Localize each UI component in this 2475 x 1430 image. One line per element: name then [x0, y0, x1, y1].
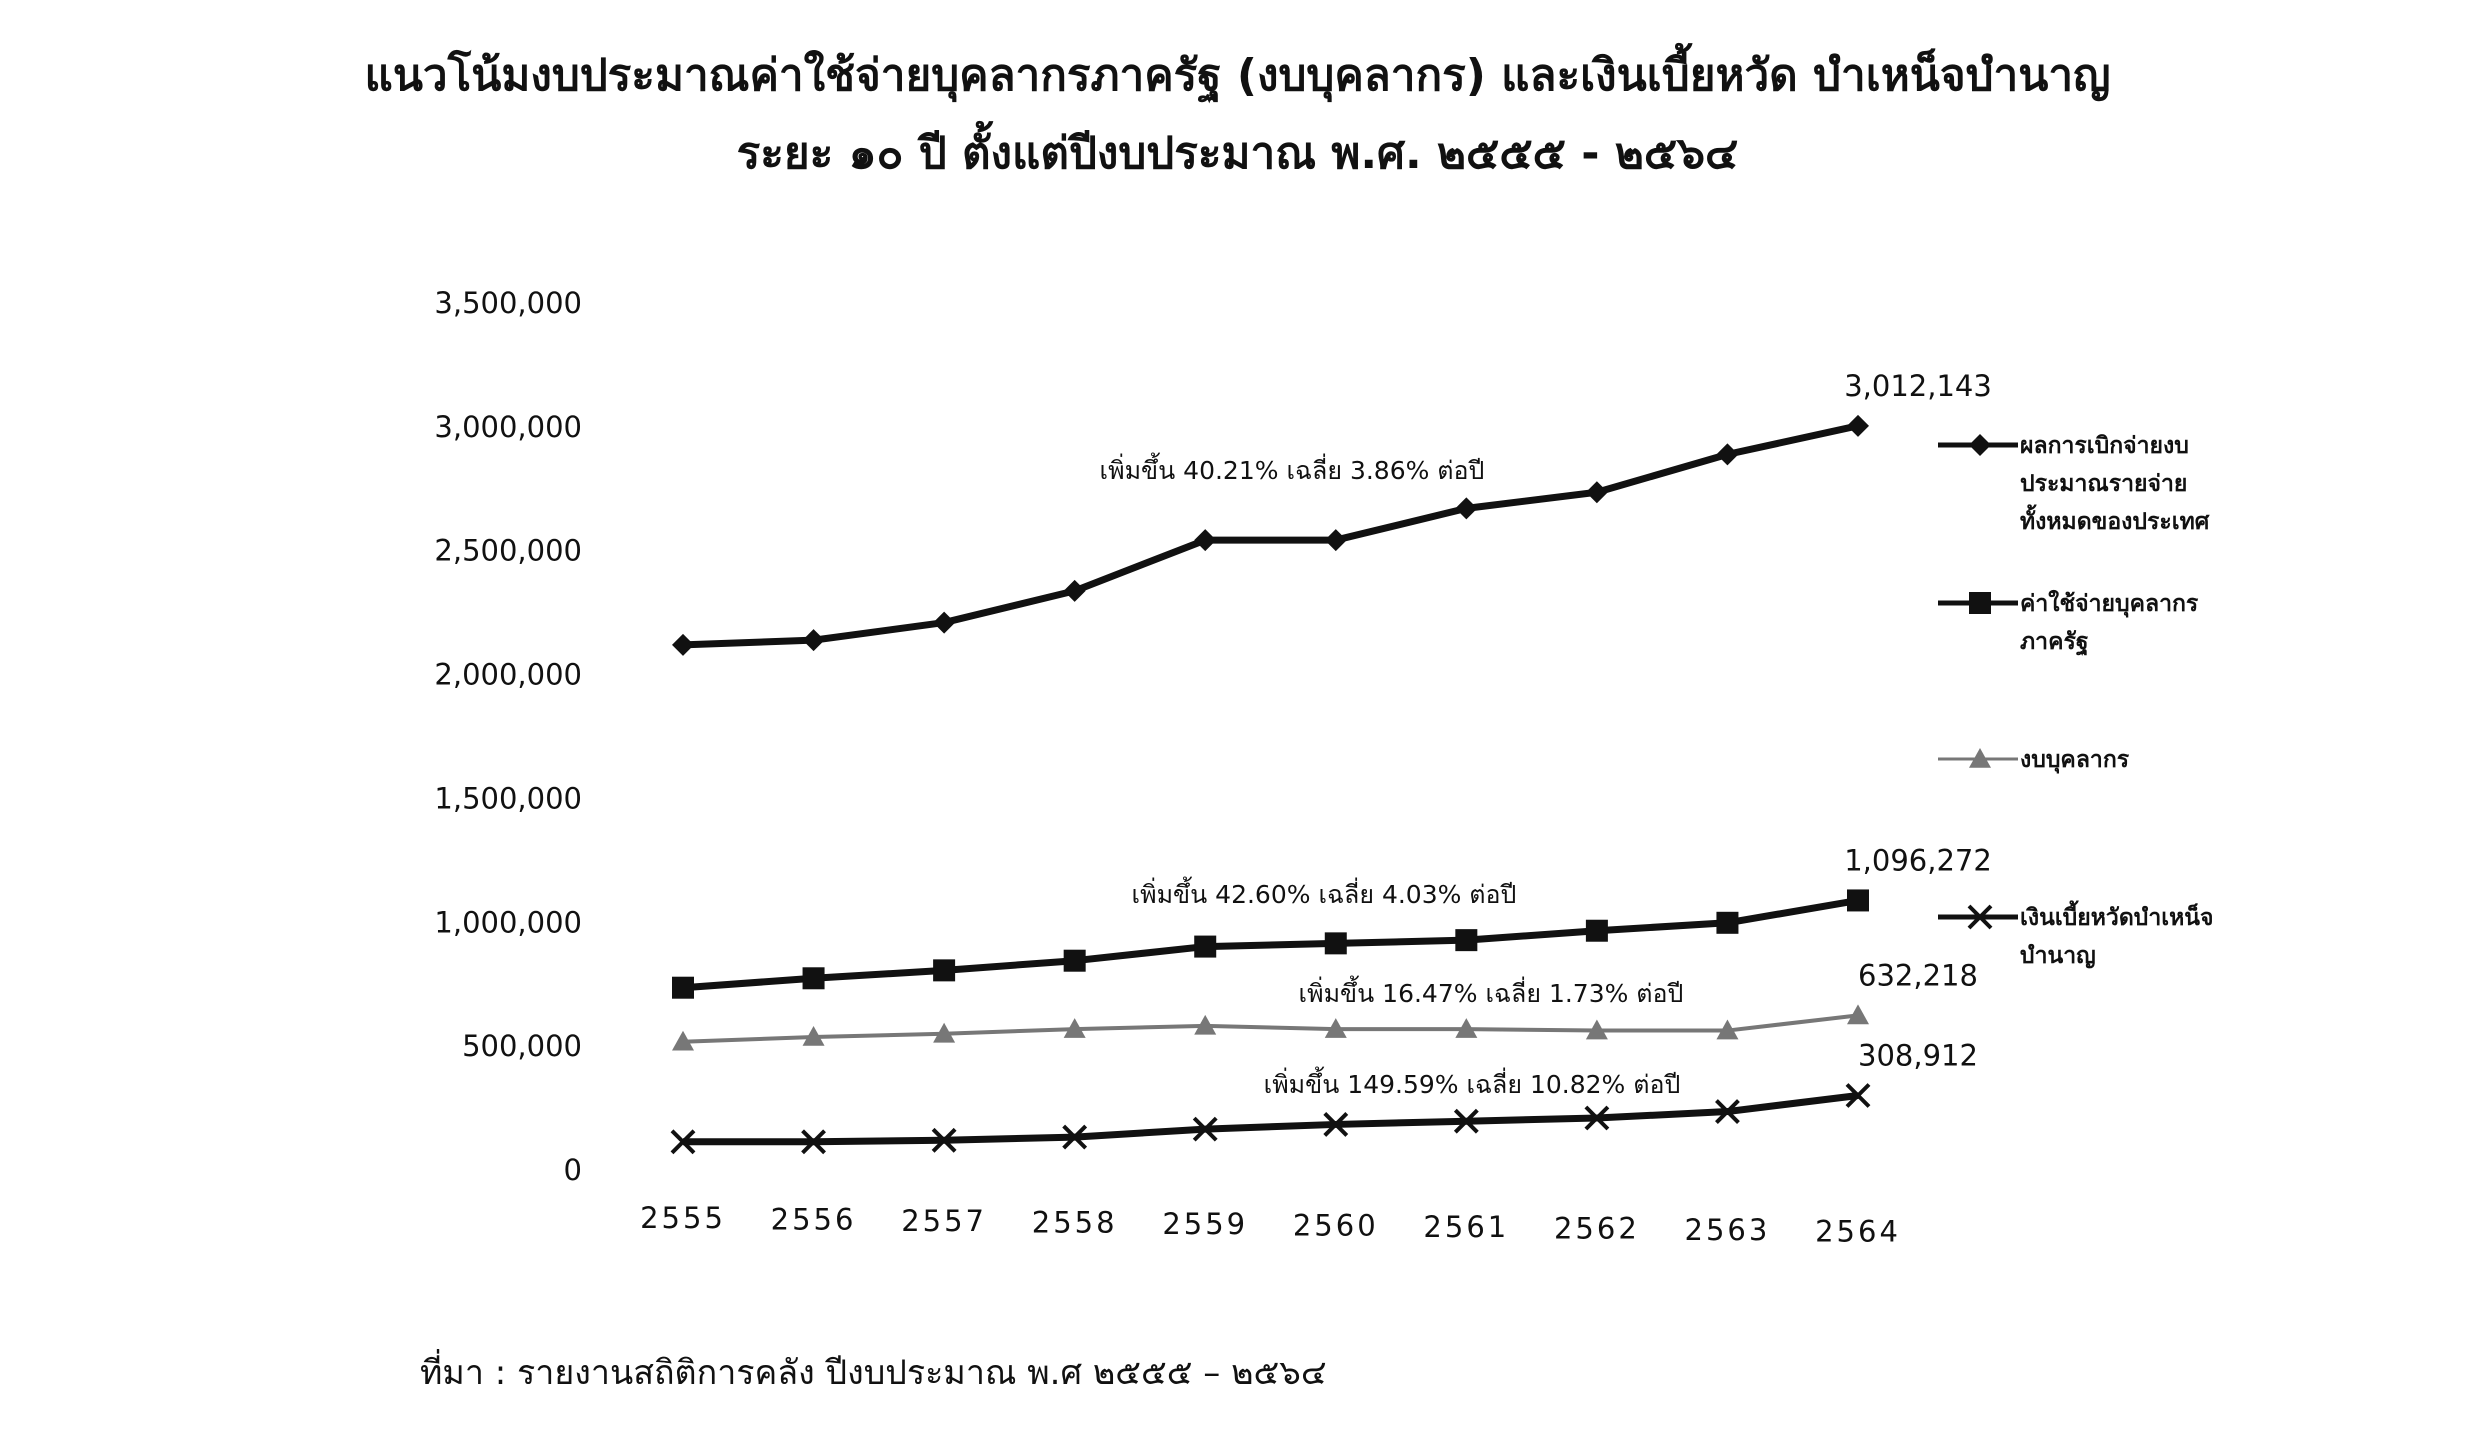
marker: [1847, 889, 1869, 912]
marker: [933, 1022, 956, 1043]
x-tick-label: 2556: [771, 1203, 857, 1237]
legend-swatch: [1938, 904, 2018, 930]
marker: [1847, 414, 1869, 437]
value-label: 632,218: [1858, 958, 1978, 992]
y-tick-label: 2,500,000: [434, 534, 582, 568]
annotation: เพิ่มขึ้น 16.47% เฉลี่ย 1.73% ต่อปี: [1299, 975, 1684, 1008]
x-tick-label: 2555: [640, 1201, 726, 1235]
value-label: 3,012,143: [1844, 369, 1992, 403]
marker: [1585, 1019, 1608, 1040]
y-tick-label: 0: [564, 1153, 582, 1187]
marker: [1063, 579, 1086, 602]
legend-marker: [1969, 434, 1991, 456]
marker: [1715, 1099, 1740, 1124]
marker: [1324, 932, 1347, 955]
marker: [1455, 497, 1478, 520]
x-tick-label: 2560: [1293, 1209, 1379, 1243]
x-tick-label: 2562: [1554, 1212, 1640, 1246]
marker: [670, 1129, 696, 1155]
legend-label: งบบุคลากร: [2020, 747, 2130, 773]
chart-subtitle: ระยะ ๑๐ ปี ตั้งแต่ปีงบประมาณ พ.ศ. ๒๕๕๕ -…: [736, 128, 1739, 179]
y-tick-label: 1,500,000: [434, 781, 582, 815]
marker: [1062, 1124, 1088, 1150]
value-label: 1,096,272: [1844, 843, 1992, 877]
x-tick-label: 2561: [1423, 1210, 1509, 1244]
marker: [1847, 1004, 1869, 1025]
marker: [801, 1129, 826, 1155]
marker: [672, 1030, 694, 1051]
x-tick-label: 2557: [901, 1204, 987, 1238]
source-note: ที่มา : รายงานสถิติการคลัง ปีงบประมาณ พ.…: [420, 1353, 1327, 1393]
marker: [1453, 1108, 1479, 1134]
marker: [1716, 1019, 1739, 1040]
marker: [1716, 443, 1739, 466]
marker: [931, 1127, 957, 1153]
marker: [1324, 529, 1347, 552]
y-tick-label: 500,000: [462, 1029, 582, 1063]
marker: [1585, 919, 1608, 942]
chart-title: แนวโน้มงบประมาณค่าใช้จ่ายบุคลากรภาครัฐ (…: [364, 50, 2111, 101]
legend-swatch: [1938, 748, 2018, 768]
legend-marker: [1969, 592, 1991, 614]
marker: [933, 959, 956, 982]
marker: [1455, 929, 1478, 952]
legend-swatch: [1938, 434, 2018, 456]
marker: [672, 976, 694, 999]
marker: [802, 967, 825, 990]
x-tick-label: 2564: [1815, 1215, 1901, 1249]
y-tick-label: 2,000,000: [434, 658, 582, 692]
series-line: [682, 422, 1859, 649]
marker: [1192, 1116, 1218, 1142]
marker: [802, 629, 825, 652]
marker: [933, 611, 956, 634]
marker: [802, 1025, 825, 1046]
legend-label: ผลการเบิกจ่ายงบประมาณรายจ่ายทั้งหมดของปร…: [2020, 433, 2210, 535]
marker: [1063, 1018, 1086, 1038]
legend-marker: [1969, 748, 1991, 768]
annotation: เพิ่มขึ้น 149.59% เฉลี่ย 10.82% ต่อปี: [1264, 1066, 1681, 1099]
series-line: [682, 896, 1859, 992]
annotation: เพิ่มขึ้น 42.60% เฉลี่ย 4.03% ต่อปี: [1132, 876, 1517, 909]
legend-swatch: [1938, 592, 2018, 614]
marker: [1585, 481, 1608, 504]
value-label: 308,912: [1858, 1038, 1978, 1072]
marker: [1845, 1083, 1871, 1108]
legend-label: ค่าใช้จ่ายบุคลากรภาครัฐ: [2020, 591, 2199, 655]
marker: [1584, 1105, 1610, 1131]
x-tick-label: 2559: [1162, 1207, 1248, 1241]
marker: [1455, 1018, 1478, 1038]
x-tick-label: 2558: [1032, 1206, 1118, 1240]
marker: [1324, 1018, 1347, 1038]
y-tick-label: 1,000,000: [434, 905, 582, 939]
x-tick-label: 2563: [1685, 1213, 1771, 1247]
y-tick-label: 3,500,000: [434, 286, 582, 320]
legend-marker: [1967, 904, 1993, 930]
series-line: [682, 1013, 1859, 1044]
marker: [672, 633, 694, 656]
series-line: [683, 1092, 1859, 1146]
marker: [1716, 911, 1739, 934]
y-tick-label: 3,000,000: [434, 410, 582, 444]
marker: [1063, 949, 1086, 972]
annotation: เพิ่มขึ้น 40.21% เฉลี่ย 3.86% ต่อปี: [1100, 452, 1485, 485]
marker: [1194, 935, 1217, 958]
marker: [1194, 1014, 1217, 1035]
marker: [1194, 529, 1217, 552]
marker: [1323, 1112, 1349, 1137]
legend-label: เงินเบี้ยหวัดบำเหน็จ บำนาญ: [2020, 905, 2214, 969]
